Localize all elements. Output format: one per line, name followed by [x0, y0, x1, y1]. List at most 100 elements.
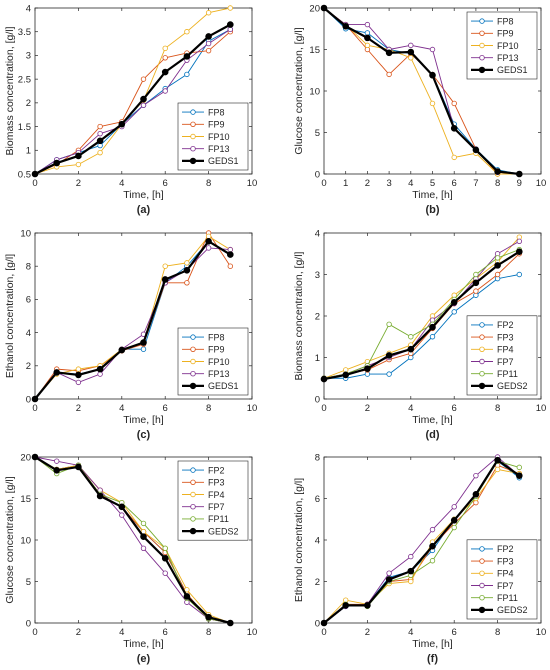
x-axis-label: Time, [h] [123, 414, 164, 426]
legend-entry-fp8: FP8 [182, 332, 225, 342]
series-line [34, 240, 231, 400]
data-point [184, 29, 190, 35]
data-point [96, 492, 104, 500]
x-tick-label: 5 [430, 178, 435, 189]
data-point [75, 366, 82, 372]
legend-label: FP4 [208, 490, 225, 500]
data-point [227, 5, 233, 11]
legend-swatch-marker [189, 157, 197, 165]
data-point [408, 578, 414, 585]
data-point [140, 346, 147, 352]
data-point [342, 371, 350, 379]
legend: FP8 FP9 FP10 FP13 GEDS1 [177, 102, 249, 171]
legend-entry-fp2: FP2 [471, 544, 514, 554]
data-point [140, 95, 147, 103]
data-point [161, 554, 169, 562]
legend-swatch-marker [479, 346, 485, 352]
legend-label: FP8 [497, 16, 514, 26]
legend-label: FP2 [497, 544, 514, 554]
legend-label: FP3 [497, 332, 514, 342]
panel-label: (e) [137, 653, 151, 665]
legend-label: FP3 [208, 478, 225, 488]
data-point [364, 602, 371, 609]
y-tick-label: 2 [26, 361, 31, 372]
legend-entry-fp9: FP9 [182, 120, 225, 130]
x-tick-label: 10 [247, 403, 258, 414]
legend-entry-fp4: FP4 [182, 490, 225, 500]
legend-entry-fp8: FP8 [471, 16, 514, 26]
data-point [407, 48, 415, 56]
y-tick-label: 15 [20, 494, 31, 505]
x-tick-label: 8 [206, 627, 211, 638]
data-point [429, 334, 436, 340]
legend-swatch-marker [190, 491, 196, 498]
legend-label: FP11 [208, 514, 229, 524]
data-point [494, 262, 501, 269]
x-tick-label: 6 [452, 627, 457, 638]
legend-entry-fp3: FP3 [182, 478, 225, 488]
y-tick-label: 0 [315, 394, 320, 405]
data-point [429, 323, 436, 331]
series-line [34, 247, 231, 400]
data-point [184, 71, 190, 78]
data-point [429, 46, 436, 53]
legend-entry-fp9: FP9 [182, 345, 225, 355]
data-point [450, 125, 458, 132]
legend-label: FP13 [208, 144, 230, 154]
x-tick-label: 10 [536, 178, 547, 189]
legend-swatch-marker [190, 479, 196, 485]
x-tick-label: 0 [32, 627, 37, 638]
legend: FP2 FP3 FP4 FP7 FP11 GEDS2 [466, 539, 538, 620]
legend-swatch-marker [190, 133, 196, 140]
x-axis-label: Time, [h] [123, 189, 164, 201]
x-tick-label: 0 [321, 178, 326, 189]
legend-box [466, 315, 538, 396]
data-point [494, 466, 501, 473]
x-tick-label: 2 [365, 178, 370, 189]
series-geds2 [320, 248, 523, 383]
x-tick-label: 8 [495, 627, 500, 638]
data-point [205, 47, 212, 54]
x-tick-label: 6 [452, 403, 457, 414]
series-line [34, 456, 231, 625]
legend-swatch-marker [479, 358, 485, 365]
legend-entry-fp11: FP11 [182, 514, 229, 524]
data-point [451, 524, 457, 531]
x-tick-label: 7 [473, 178, 478, 189]
data-point [162, 545, 168, 551]
data-point [227, 263, 233, 269]
data-point [140, 76, 147, 82]
y-tick-label: 5 [315, 128, 320, 139]
y-tick-label: 4 [26, 3, 31, 14]
x-tick-label: 8 [206, 178, 211, 189]
x-tick-label: 8 [495, 403, 500, 414]
data-point [385, 576, 393, 583]
legend-label: GEDS2 [497, 605, 528, 615]
chart-panel-6: 0 2 4 6 8 10 0 2 4 6 8 Time, [h] Ethanol concentrati… [293, 452, 546, 665]
data-point [364, 365, 371, 373]
data-point [407, 567, 415, 575]
legend-swatch-marker [478, 382, 486, 390]
data-point [184, 587, 190, 593]
legend-swatch-marker [478, 606, 486, 614]
legend-label: FP10 [208, 357, 230, 367]
data-point [364, 42, 371, 49]
data-point [342, 602, 350, 609]
x-axis-label: Time, [h] [412, 189, 453, 201]
y-tick-label: 10 [20, 228, 31, 239]
data-point [516, 472, 523, 479]
legend-entry-fp3: FP3 [471, 556, 514, 566]
legend-swatch-marker [479, 546, 485, 552]
data-point [385, 352, 393, 359]
legend-entry-fp3: FP3 [471, 332, 514, 342]
x-tick-label: 0 [321, 627, 326, 638]
data-point [472, 146, 480, 154]
data-point [386, 71, 392, 78]
data-point [516, 271, 522, 278]
data-point [320, 375, 328, 383]
data-point [408, 553, 414, 560]
data-point [161, 68, 169, 76]
